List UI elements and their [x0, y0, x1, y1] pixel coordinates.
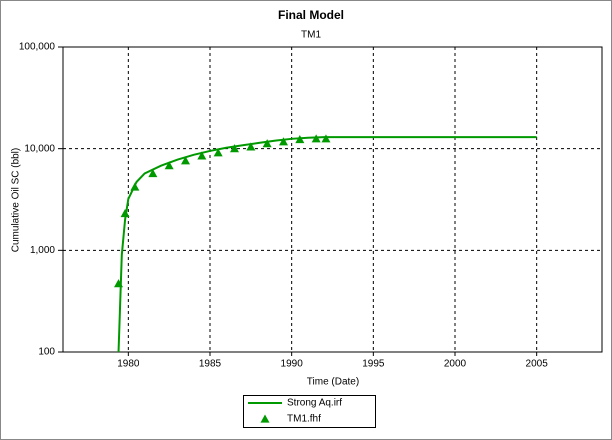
- y-tick-label: 10,000: [24, 143, 55, 154]
- plot-frame: [62, 46, 603, 353]
- chart-title: Final Model: [278, 8, 344, 22]
- y-tick-label: 1,000: [30, 245, 55, 256]
- y-tick-label: 100,000: [19, 42, 56, 53]
- legend-label: TM1.fhf: [287, 414, 321, 425]
- data-point: [279, 137, 288, 146]
- data-point: [246, 142, 256, 151]
- chart-subtitle: TM1: [301, 30, 321, 41]
- x-axis-label: Time (Date): [307, 377, 359, 388]
- data-point: [311, 134, 321, 143]
- data-point: [230, 144, 239, 153]
- x-tick-label: 1995: [362, 359, 385, 370]
- data-point: [262, 139, 272, 148]
- x-tick-label: 2005: [526, 359, 549, 370]
- x-tick-label: 2000: [444, 359, 467, 370]
- y-tick-label: 100: [38, 347, 55, 358]
- data-point: [295, 135, 305, 144]
- data-point: [130, 182, 140, 191]
- legend-label: Strong Aq.irf: [287, 398, 342, 409]
- x-tick-label: 1980: [117, 359, 140, 370]
- data-point: [114, 279, 124, 288]
- data-point: [148, 168, 158, 178]
- data-point: [181, 156, 190, 165]
- data-point: [164, 161, 174, 170]
- data-point: [197, 151, 207, 160]
- data-point: [213, 148, 223, 157]
- legend-marker: [260, 414, 270, 423]
- data-point: [120, 209, 130, 218]
- data-point: [321, 134, 331, 143]
- x-tick-label: 1990: [281, 359, 304, 370]
- x-tick-label: 1985: [199, 359, 222, 370]
- y-axis-label: Cumulative Oil SC (bbl): [11, 148, 22, 252]
